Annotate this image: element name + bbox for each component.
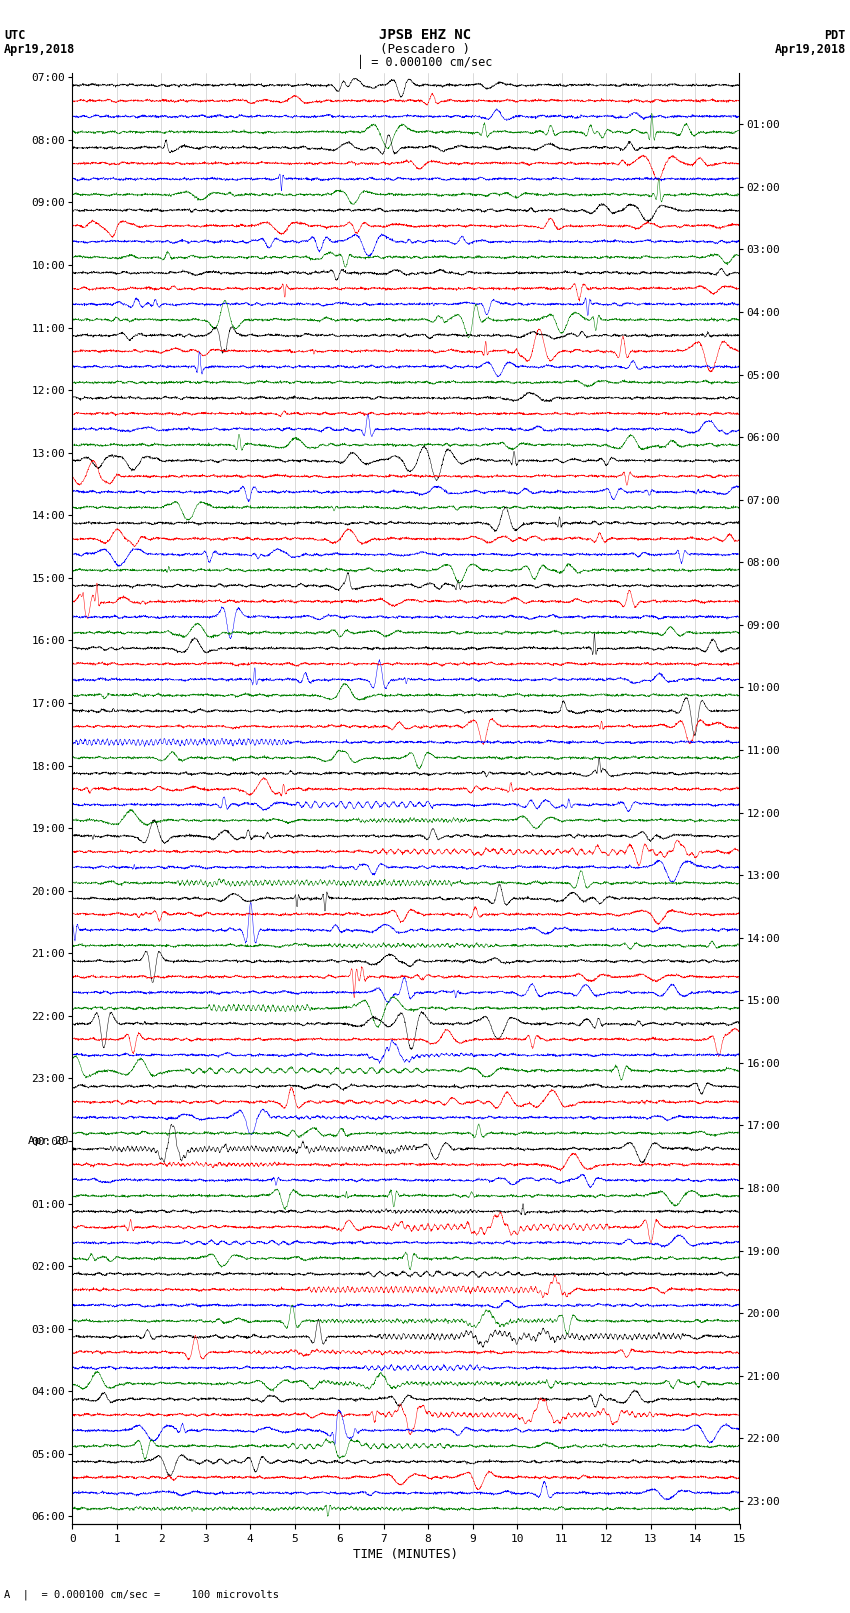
Text: Apr 20: Apr 20 [27,1136,68,1145]
X-axis label: TIME (MINUTES): TIME (MINUTES) [354,1548,458,1561]
Text: UTC: UTC [4,29,26,42]
Text: Apr19,2018: Apr19,2018 [4,44,76,56]
Text: (Pescadero ): (Pescadero ) [380,44,470,56]
Text: Apr19,2018: Apr19,2018 [774,44,846,56]
Text: │ = 0.000100 cm/sec: │ = 0.000100 cm/sec [357,55,493,69]
Text: PDT: PDT [824,29,846,42]
Text: A  |  = 0.000100 cm/sec =     100 microvolts: A | = 0.000100 cm/sec = 100 microvolts [4,1589,280,1600]
Text: JPSB EHZ NC: JPSB EHZ NC [379,27,471,42]
